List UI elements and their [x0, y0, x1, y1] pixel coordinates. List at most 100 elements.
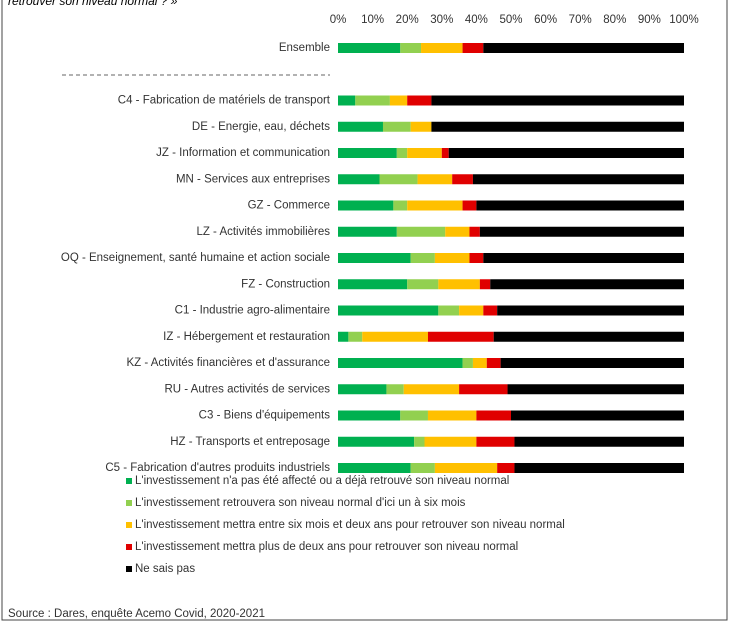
bar-segment: [476, 436, 515, 447]
bar-segment: [438, 305, 460, 316]
y-tick-label: JZ - Information et communication: [156, 147, 330, 159]
bar-segment: [452, 174, 473, 185]
bar-segment: [414, 436, 425, 447]
bar-segment: [434, 253, 470, 263]
legend-swatch: [126, 478, 132, 484]
bar-segment: [459, 384, 508, 395]
x-tick-label: 40%: [465, 14, 488, 26]
bar-segment: [421, 43, 463, 53]
bar-segment: [396, 148, 408, 158]
bar-segment: [379, 174, 418, 185]
bar-segment: [407, 148, 442, 158]
bar-segment: [431, 121, 684, 132]
bar-segment: [400, 43, 422, 53]
bar-segment: [362, 331, 428, 342]
bar-segment: [403, 384, 460, 395]
bar-segment: [338, 410, 401, 421]
bar-segment: [338, 174, 380, 185]
bar-segment: [393, 200, 408, 211]
bar-segment: [338, 279, 408, 290]
bar-segment: [459, 305, 484, 316]
bar-segment: [493, 331, 684, 342]
legend-swatch: [126, 522, 132, 528]
bar-segment: [476, 200, 684, 211]
x-tick-label: 90%: [638, 14, 661, 26]
y-tick-label: Ensemble: [279, 42, 330, 54]
x-tick-label: 30%: [430, 14, 453, 26]
bar-segment: [483, 305, 498, 316]
y-tick-label: KZ - Activités financières et d'assuranc…: [126, 357, 330, 369]
y-tick-label: FZ - Construction: [241, 278, 330, 290]
x-tick-label: 0%: [330, 14, 347, 26]
bar-segment: [407, 95, 432, 106]
bar-segment: [348, 331, 363, 342]
bar-segment: [479, 226, 684, 237]
bar-segment: [514, 463, 684, 473]
bar-segment: [338, 358, 463, 368]
bar-segment: [338, 463, 411, 473]
bar-segment: [389, 95, 408, 106]
legend-label: Ne sais pas: [135, 563, 195, 575]
bar-segment: [472, 358, 487, 368]
bar-segment: [410, 463, 435, 473]
bar-segment: [382, 121, 411, 132]
bar-segment: [410, 253, 435, 263]
y-tick-label: DE - Energie, eau, déchets: [192, 121, 330, 133]
bar-segment: [486, 358, 501, 368]
bar-segment: [448, 148, 684, 158]
y-tick-label: LZ - Activités immobilières: [196, 226, 330, 238]
bar-segment: [338, 253, 411, 263]
bar-segment: [338, 226, 397, 237]
chart-title: retrouver son niveau normal ? »: [8, 0, 178, 8]
x-tick-label: 50%: [499, 14, 522, 26]
y-tick-label: MN - Services aux entreprises: [176, 173, 330, 185]
bar-segment: [514, 436, 684, 447]
bar-segment: [424, 436, 477, 447]
bar-segment: [338, 305, 439, 316]
legend-label: L'investissement retrouvera son niveau n…: [135, 497, 466, 509]
legend-swatch: [126, 500, 132, 506]
bar-segment: [445, 226, 470, 237]
y-tick-label: C1 - Industrie agro-alimentaire: [175, 305, 330, 317]
bar-segment: [500, 358, 684, 368]
bar-segment: [338, 384, 387, 395]
bar-segment: [497, 463, 515, 473]
bar-segment: [507, 384, 684, 395]
bar-segment: [490, 279, 684, 290]
x-tick-label: 100%: [669, 14, 698, 26]
bar-segment: [338, 95, 356, 106]
bar-segment: [497, 305, 684, 316]
bar-segment: [396, 226, 446, 237]
y-tick-label: C3 - Biens d'équipements: [199, 410, 331, 422]
x-tick-label: 20%: [396, 14, 419, 26]
x-tick-label: 10%: [361, 14, 384, 26]
bar-segment: [472, 174, 684, 185]
y-tick-label: C5 - Fabrication d'autres produits indus…: [105, 462, 330, 474]
bar-segment: [431, 95, 684, 106]
legend-label: L'investissement mettra plus de deux ans…: [135, 541, 518, 553]
bar-segment: [476, 410, 511, 421]
bar-segment: [338, 148, 397, 158]
bar-segment: [462, 200, 477, 211]
bar-segment: [338, 121, 383, 132]
bar-segment: [462, 358, 473, 368]
legend-label: L'investissement n'a pas été affecté ou …: [135, 475, 509, 487]
bar-segment: [338, 436, 415, 447]
bar-segment: [434, 463, 498, 473]
bar-segment: [483, 43, 684, 53]
bar-segment: [427, 410, 477, 421]
x-tick-label: 80%: [603, 14, 626, 26]
y-tick-label: C4 - Fabrication de matériels de transpo…: [118, 95, 331, 107]
legend-label: L'investissement mettra entre six mois e…: [135, 519, 565, 531]
y-tick-label: IZ - Hébergement et restauration: [163, 331, 330, 343]
y-tick-label: GZ - Commerce: [248, 200, 330, 212]
bar-segment: [417, 174, 453, 185]
bar-segment: [438, 279, 480, 290]
bar-segment: [469, 253, 484, 263]
bar-segment: [511, 410, 684, 421]
bar-segment: [462, 43, 484, 53]
source: Source : Dares, enquête Acemo Covid, 202…: [8, 608, 265, 620]
